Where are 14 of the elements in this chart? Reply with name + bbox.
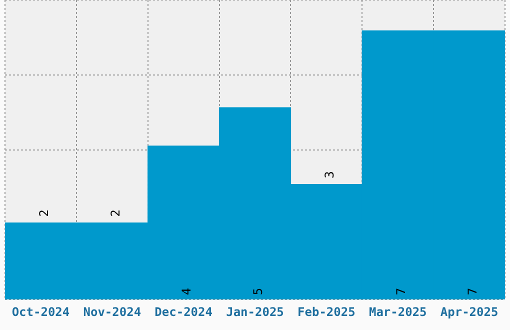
data-label: 3 — [322, 171, 337, 178]
data-label: 2 — [108, 210, 122, 217]
x-tick-label: Feb-2025 — [298, 304, 356, 319]
x-tick-label: Oct-2024 — [12, 304, 70, 319]
data-label: 4 — [180, 288, 194, 296]
data-label: 7 — [394, 288, 408, 296]
x-tick-label: Apr-2025 — [440, 304, 498, 319]
data-label: 2 — [36, 210, 51, 217]
x-tick-label: Dec-2024 — [154, 304, 212, 319]
data-label: 5 — [251, 288, 266, 296]
x-tick-label: Nov-2024 — [83, 304, 142, 319]
data-label: 7 — [465, 288, 480, 296]
x-tick-label: Jan-2025 — [226, 304, 284, 319]
x-tick-label: Mar-2025 — [368, 304, 427, 319]
